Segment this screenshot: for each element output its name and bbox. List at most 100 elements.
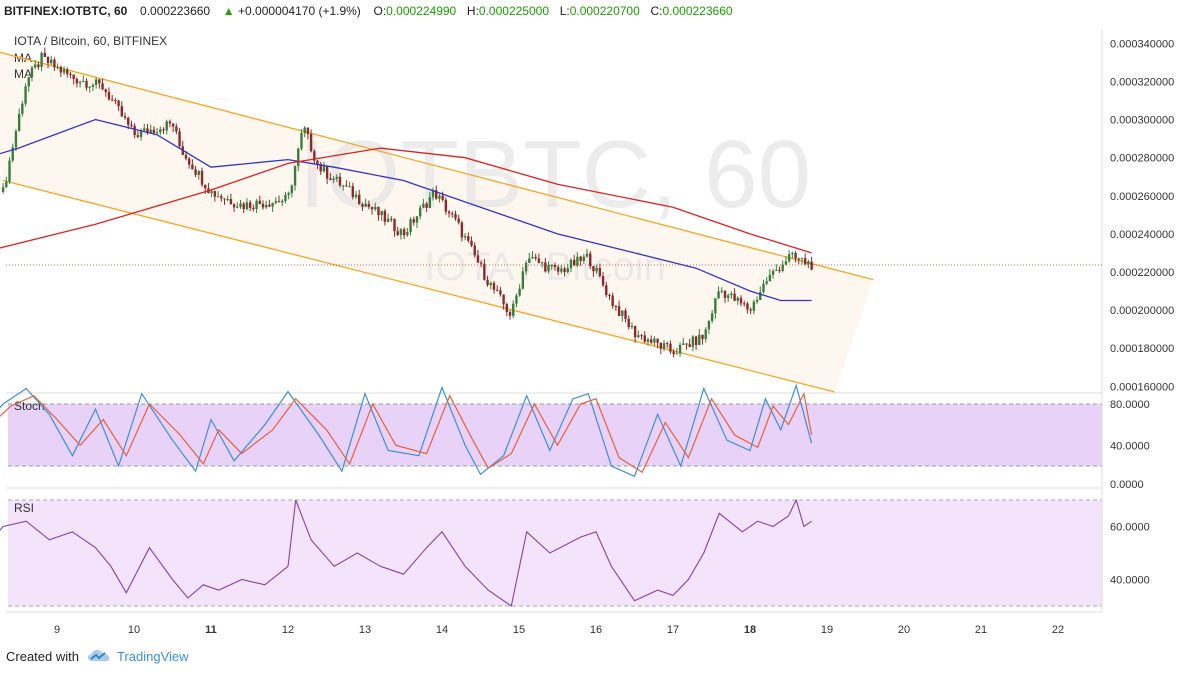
candle-body [585,253,589,257]
candle-body [287,192,290,195]
candle-body [666,343,669,345]
candle-body [467,236,470,241]
candle-body [271,202,274,207]
candle-body [739,297,743,304]
candle-body [483,263,486,280]
candle-body [682,343,685,345]
candle-body [560,268,563,272]
x-tick-label: 20 [898,624,910,636]
candle-body [473,245,476,256]
rsi-tick-label: 60.0000 [1110,522,1150,534]
candle-body [232,204,236,208]
candle-body [454,214,457,219]
created-with-text: Created with [6,649,79,664]
candle-body [810,261,813,270]
low-value: 0.000220700 [569,4,640,18]
candle-body [428,197,432,208]
candle-body [152,129,156,133]
candle-body [743,303,746,305]
candle-body [669,343,672,352]
candle-body [309,133,313,152]
chart-canvas[interactable]: IOTBTC, 60 IOTA / Bitcoin IOTA / Bitcoin… [0,22,1186,642]
candle-body [59,66,63,73]
candle-body [204,184,207,189]
candle-body [329,178,332,181]
candle-body [8,160,11,182]
candle-body [505,304,509,312]
candle-body [794,252,797,259]
candle-body [197,171,201,175]
candle-body [495,289,499,291]
candle-body [319,163,322,172]
candle-body [544,262,547,272]
candle-body [726,295,730,298]
candle-body [220,196,223,199]
channel-lower-line [2,179,835,393]
rsi-band [8,500,1102,606]
candle-body [431,190,435,198]
y-tick-label: 0.000260000 [1110,191,1174,203]
candle-body [146,128,149,134]
candle-body [435,190,438,199]
x-tick-label: 11 [205,624,217,636]
ma-slow-line [0,147,812,254]
candle-body [582,256,586,261]
candle-body [101,83,104,90]
candle-body [162,129,165,131]
candle-body [191,164,194,170]
tradingview-cloud-icon[interactable] [87,648,111,664]
candle-body [787,254,791,262]
candle-body [592,266,595,272]
candle-body [69,73,72,75]
candle-body [165,121,168,131]
tradingview-link[interactable]: TradingView [117,649,189,664]
candle-body [187,158,191,165]
stoch-d-line [0,391,813,474]
candle-body [730,293,733,296]
candle-body [46,56,50,64]
candle-body [768,274,772,282]
stoch-k-line [0,383,813,478]
candle-body [386,218,390,222]
candle-body [11,147,14,161]
candle-body [85,81,88,88]
candle-body [184,154,188,159]
candle-body [248,202,252,208]
candle-body [576,256,579,266]
x-tick-label: 16 [590,624,602,636]
candle-body [688,344,691,347]
candle-body [82,81,85,83]
y-tick-label: 0.000180000 [1110,343,1174,355]
candle-body [649,339,653,343]
candle-body [463,236,467,238]
candle-body [534,257,537,259]
candle-body [630,325,634,328]
candle-body [762,283,765,293]
y-tick-label: 0.000320000 [1110,76,1174,88]
up-arrow-icon: ▲ [222,4,235,18]
candle-body [614,306,618,308]
candle-body [537,258,541,263]
candle-body [370,206,374,210]
candle-body [778,269,781,271]
y-tick-label: 0.000240000 [1110,229,1174,241]
rsi-tick-label: 40.0000 [1110,575,1150,587]
candle-body [438,195,441,199]
candle-body [130,124,133,126]
candle-body [348,186,351,188]
candle-body [678,344,682,354]
candle-body [30,67,34,78]
candle-body [710,313,714,322]
candle-body [27,77,30,87]
watermark-main: IOTBTC, 60 [299,121,811,228]
rsi-line [0,498,812,607]
candle-body [608,294,611,296]
candle-body [662,343,666,349]
candle-body [569,259,573,269]
candle-body [98,79,101,84]
candle-body [351,186,355,198]
candle-body [531,257,534,259]
candle-body [579,256,582,261]
candle-body [512,303,515,316]
candle-body [364,203,367,207]
